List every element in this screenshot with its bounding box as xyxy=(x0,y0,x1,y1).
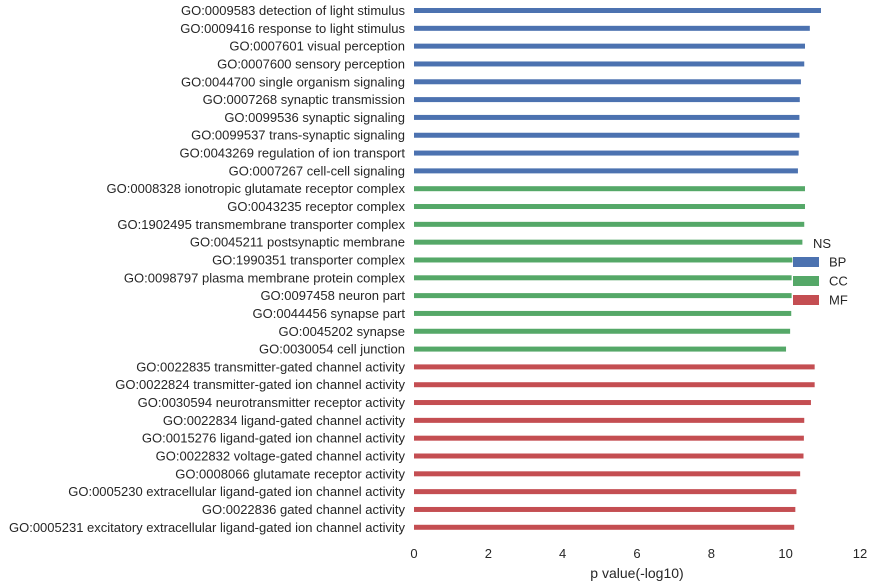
category-label: GO:0098797 plasma membrane protein compl… xyxy=(124,270,406,285)
category-label: GO:0043269 regulation of ion transport xyxy=(180,146,406,161)
bar-cc-11 xyxy=(414,204,805,210)
bar-bp-8 xyxy=(414,150,799,156)
category-label: GO:0007267 cell-cell signaling xyxy=(229,163,405,178)
category-label: GO:0099536 synaptic signaling xyxy=(224,110,405,125)
category-label: GO:0008066 glutamate receptor activity xyxy=(175,466,405,481)
bar-cc-17 xyxy=(414,310,792,316)
bar-bp-3 xyxy=(414,61,805,67)
legend-swatch-cc xyxy=(793,276,819,286)
x-tick-label: 4 xyxy=(559,546,566,561)
category-label: GO:0030594 neurotransmitter receptor act… xyxy=(138,395,406,410)
legend-swatch-bp xyxy=(793,257,819,267)
x-axis-title: p value(-log10) xyxy=(590,565,683,581)
bar-bp-9 xyxy=(414,168,798,174)
bar-cc-14 xyxy=(414,257,793,263)
category-label: GO:0045211 postsynaptic membrane xyxy=(190,235,405,250)
bar-cc-19 xyxy=(414,346,787,352)
category-label: GO:0044700 single organism signaling xyxy=(181,74,405,89)
x-tick-label: 12 xyxy=(853,546,867,561)
category-label: GO:0015276 ligand-gated ion channel acti… xyxy=(142,431,406,446)
legend-title: NS xyxy=(813,236,831,251)
category-label: GO:0043235 receptor complex xyxy=(227,199,405,214)
category-label: GO:0045202 synapse xyxy=(279,324,405,339)
bar-bp-1 xyxy=(414,25,810,31)
bar-bp-7 xyxy=(414,132,800,138)
x-tick-label: 10 xyxy=(778,546,792,561)
legend-label-mf: MF xyxy=(829,293,848,308)
bars-layer xyxy=(414,8,821,530)
bar-bp-5 xyxy=(414,97,800,103)
bar-mf-22 xyxy=(414,400,811,406)
category-label: GO:0009583 detection of light stimulus xyxy=(181,3,406,18)
category-label: GO:0009416 response to light stimulus xyxy=(180,21,405,36)
category-label: GO:0030054 cell junction xyxy=(259,342,405,357)
x-axis: 0 2 4 6 8 10 12 xyxy=(410,546,867,561)
bar-mf-21 xyxy=(414,382,815,388)
x-tick-label: 8 xyxy=(708,546,715,561)
category-label: GO:0022835 transmitter-gated channel act… xyxy=(136,359,405,374)
category-label: GO:0022824 transmitter-gated ion channel… xyxy=(115,377,405,392)
category-label: GO:0007600 sensory perception xyxy=(217,56,405,71)
category-label: GO:0022832 voltage-gated channel activit… xyxy=(156,449,406,464)
legend-label-bp: BP xyxy=(829,255,846,270)
bar-bp-0 xyxy=(414,8,821,13)
bar-cc-18 xyxy=(414,328,791,334)
bar-bp-2 xyxy=(414,43,805,49)
bar-cc-15 xyxy=(414,275,792,281)
category-label: GO:0005230 extracellular ligand-gated io… xyxy=(68,484,405,499)
legend-label-cc: CC xyxy=(829,274,848,289)
x-tick-label: 2 xyxy=(485,546,492,561)
bar-mf-27 xyxy=(414,489,797,495)
bar-mf-23 xyxy=(414,417,805,423)
category-labels: GO:0009583 detection of light stimulus GO… xyxy=(9,3,406,535)
bar-mf-20 xyxy=(414,364,815,370)
bar-cc-13 xyxy=(414,239,803,245)
category-label: GO:0007601 visual perception xyxy=(229,39,405,54)
category-label: GO:1990351 transporter complex xyxy=(212,252,405,267)
bar-mf-29 xyxy=(414,524,795,530)
bar-cc-16 xyxy=(414,293,792,299)
bar-mf-28 xyxy=(414,506,796,512)
x-tick-label: 0 xyxy=(410,546,417,561)
category-label: GO:0008328 ionotropic glutamate receptor… xyxy=(107,181,406,196)
bar-cc-12 xyxy=(414,221,805,227)
bar-bp-4 xyxy=(414,79,801,85)
legend: NS BP CC MF xyxy=(793,236,848,308)
legend-swatch-mf xyxy=(793,295,819,305)
category-label: GO:0005231 excitatory extracellular liga… xyxy=(9,520,406,535)
bar-mf-25 xyxy=(414,453,804,459)
category-label: GO:0044456 synapse part xyxy=(253,306,406,321)
bar-mf-26 xyxy=(414,471,801,477)
bar-bp-6 xyxy=(414,114,800,120)
category-label: GO:1902495 transmembrane transporter com… xyxy=(117,217,405,232)
category-label: GO:0097458 neuron part xyxy=(260,288,405,303)
bar-mf-24 xyxy=(414,435,804,441)
category-label: GO:0099537 trans-synaptic signaling xyxy=(191,128,405,143)
category-label: GO:0007268 synaptic transmission xyxy=(203,92,405,107)
bar-cc-10 xyxy=(414,186,805,192)
x-tick-label: 6 xyxy=(633,546,640,561)
category-label: GO:0022834 ligand-gated channel activity xyxy=(163,413,406,428)
category-label: GO:0022836 gated channel activity xyxy=(202,502,406,517)
